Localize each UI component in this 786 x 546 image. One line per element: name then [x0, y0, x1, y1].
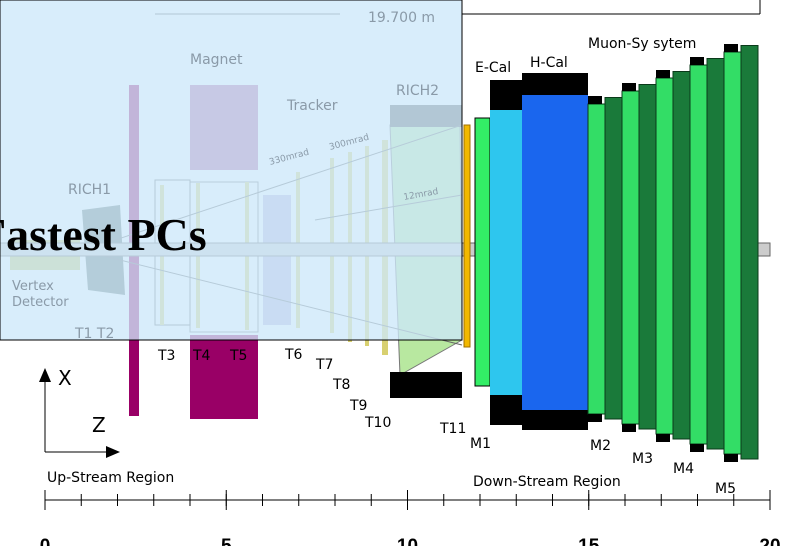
- station-label: M5: [715, 481, 736, 497]
- muon-plane: [622, 91, 639, 424]
- ecal-cap: [490, 80, 522, 110]
- label: Muon-Sy sytem: [588, 36, 696, 52]
- arrow-head: [106, 446, 120, 458]
- muon-cap: [656, 70, 670, 78]
- label: RICH2: [396, 83, 439, 99]
- station-label: M1: [470, 436, 491, 452]
- hcal: [522, 95, 588, 410]
- station-label: T3: [157, 348, 175, 364]
- m1-plane: [475, 118, 490, 386]
- region-label: Down-Stream Region: [473, 474, 621, 490]
- muon-plane: [605, 98, 622, 420]
- muon-plane: [656, 78, 673, 434]
- detector-diagram: 19.700 m Magnet Tracker RICH2 RICH1 Vert…: [0, 0, 786, 546]
- axis-label: Z: [92, 413, 106, 437]
- station-label: T4: [192, 348, 211, 364]
- muon-plane: [724, 52, 741, 454]
- overlay-panel: [0, 0, 462, 340]
- station-label: T8: [332, 377, 350, 393]
- muon-cap: [588, 96, 602, 104]
- muon-plane: [741, 46, 758, 460]
- tick-label: 10: [397, 536, 418, 546]
- muon-cap: [690, 444, 704, 452]
- label: T1 T2: [74, 326, 114, 342]
- ecal-cap: [490, 395, 522, 425]
- label: E-Cal: [475, 60, 511, 76]
- arrow-head: [39, 368, 51, 382]
- muon-cap: [690, 57, 704, 65]
- muon-plane: [673, 72, 690, 440]
- muon-plane: [707, 59, 724, 450]
- station-label: T7: [315, 357, 333, 373]
- label: Detector: [12, 295, 69, 310]
- muon-cap: [724, 454, 738, 462]
- muon-plane: [639, 85, 656, 430]
- hcal-cap: [522, 410, 588, 430]
- length-label: 19.700 m: [368, 10, 435, 26]
- rich2-bottom: [390, 372, 462, 398]
- scale: 0 5 10 15 20: [40, 490, 781, 546]
- tick-label: 0: [40, 536, 51, 546]
- tick-label: 15: [578, 536, 600, 546]
- tick-label: 5: [221, 536, 232, 546]
- muon-cap: [622, 424, 636, 432]
- station-label: M4: [673, 461, 694, 477]
- label: H-Cal: [530, 55, 568, 71]
- station-label: T11: [439, 421, 466, 437]
- station-label: T6: [284, 347, 303, 363]
- label: Tracker: [286, 98, 338, 114]
- station-label: T5: [229, 348, 247, 364]
- hcal-cap: [522, 73, 588, 95]
- label: RICH1: [68, 182, 111, 198]
- muon-plane: [588, 104, 605, 414]
- station-label: M2: [590, 438, 611, 454]
- muon-cap: [588, 414, 602, 422]
- muon-cap: [622, 83, 636, 91]
- slide-title: Fastest PCs: [0, 209, 207, 260]
- label: Magnet: [190, 52, 243, 68]
- ecal: [490, 110, 522, 395]
- muon-cap: [724, 44, 738, 52]
- tick-label: 20: [759, 536, 780, 546]
- station-label: T9: [349, 398, 367, 414]
- muon-plane: [690, 65, 707, 444]
- axis-label: X: [58, 366, 72, 390]
- t11-plane: [464, 125, 470, 347]
- label: Vertex: [12, 279, 54, 294]
- station-label: T10: [364, 415, 391, 431]
- muon-system: [588, 44, 758, 462]
- station-label: M3: [632, 451, 653, 467]
- region-label: Up-Stream Region: [47, 470, 174, 486]
- muon-cap: [656, 434, 670, 442]
